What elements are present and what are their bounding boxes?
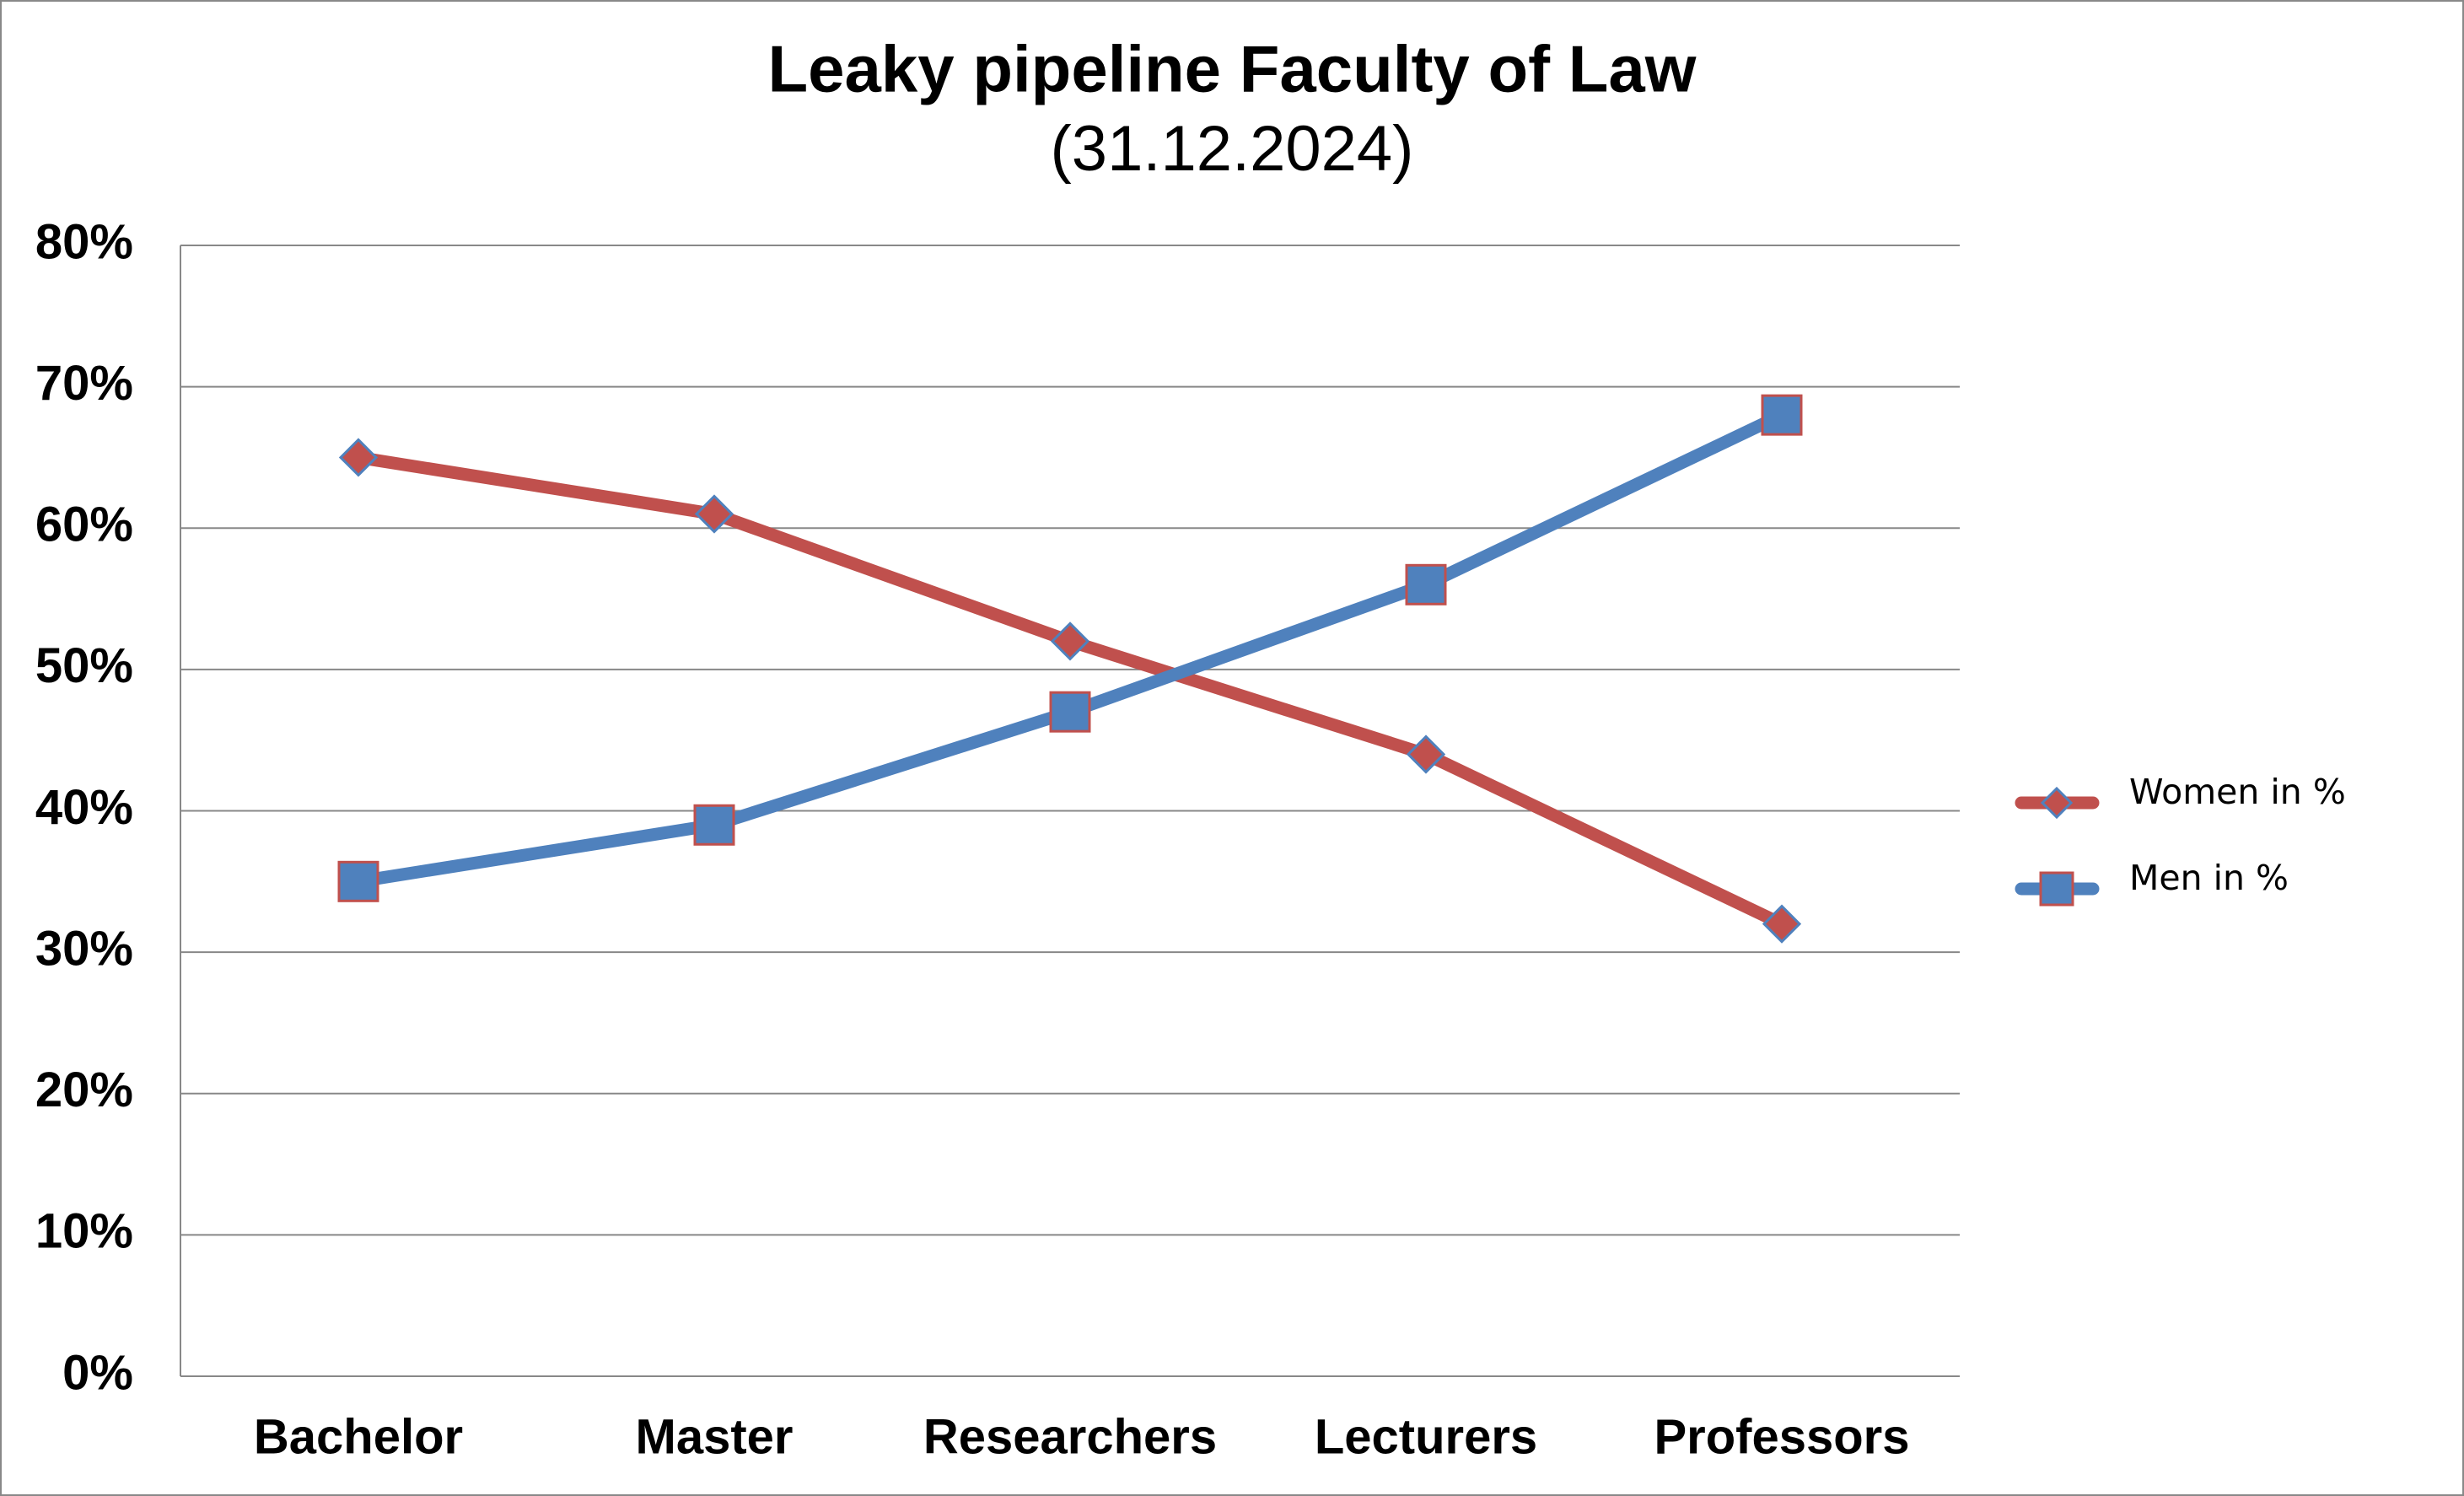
y-tick-label: 0% [62,1345,133,1400]
marker [2040,786,2074,820]
marker [694,494,734,534]
x-tick-label: Lecturers [1315,1409,1537,1464]
y-tick-label: 40% [35,780,133,835]
marker [1405,563,1447,605]
x-tick-label: Researchers [923,1409,1217,1464]
x-tick-label: Master [636,1409,794,1464]
y-tick-label: 50% [35,638,133,693]
marker [693,804,735,846]
marker [1762,904,1802,944]
marker [337,860,379,902]
legend-label: Men in % [2129,858,2289,898]
chart-subtitle: (31.12.2024) [1051,113,1414,185]
y-tick-label: 20% [35,1063,133,1117]
y-tick-label: 70% [35,356,133,411]
x-tick-label: Professors [1654,1409,1909,1464]
y-tick-label: 80% [35,214,133,269]
y-tick-label: 60% [35,498,133,552]
marker [2039,871,2074,907]
chart-title: Leaky pipeline Faculty of Law [768,32,1697,106]
marker [338,438,379,477]
marker [1761,394,1803,436]
legend-label: Women in % [2129,772,2346,812]
x-tick-label: Bachelor [254,1409,463,1464]
marker [1050,622,1090,661]
y-tick-label: 10% [35,1204,133,1259]
marker [1049,691,1091,733]
y-tick-label: 30% [35,921,133,976]
marker [1406,735,1446,774]
